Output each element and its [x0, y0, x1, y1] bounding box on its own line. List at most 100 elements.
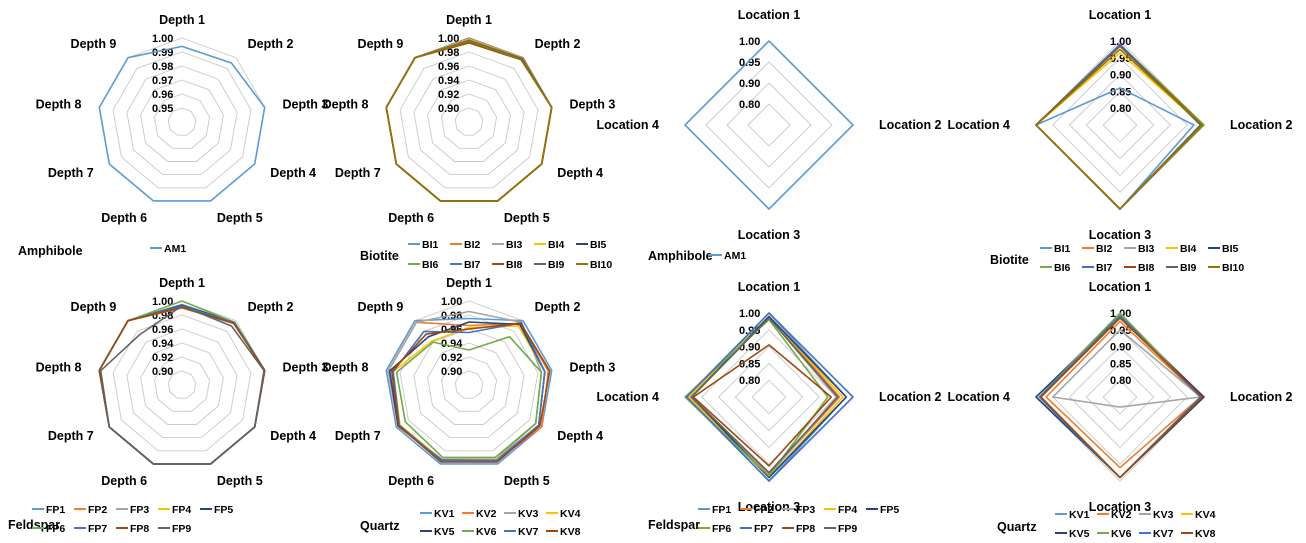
axis-label: Depth 4	[270, 166, 316, 180]
mineral-label: Feldspar	[648, 518, 700, 532]
series-line-fp8	[692, 344, 833, 467]
legend-item: AM1	[710, 250, 746, 262]
axis-label: Depth 5	[217, 474, 263, 488]
axis-label: Location 2	[879, 390, 942, 404]
tick-label: 0.85	[1110, 358, 1131, 370]
legend-item: KV3	[504, 508, 539, 520]
series-line-kv1	[385, 317, 553, 465]
axis-label: Depth 1	[446, 276, 492, 290]
legend-label: BI4	[548, 239, 565, 251]
axis-label: Depth 8	[323, 97, 369, 111]
axis-label: Depth 6	[101, 474, 147, 488]
mineral-label: Amphibole	[18, 244, 83, 258]
series-line-fp5	[690, 315, 848, 479]
legend-item: BI1	[1040, 243, 1071, 255]
legend-item: FP9	[824, 523, 857, 535]
axis-label: Location 1	[1089, 8, 1152, 22]
legend-item: BI7	[1082, 262, 1113, 274]
legend-item: BI4	[1166, 243, 1197, 255]
grid-ring	[126, 65, 238, 176]
legend-label: KV7	[1153, 528, 1174, 540]
legend-item: BI10	[1208, 262, 1244, 274]
legend-label: BI5	[1222, 243, 1239, 255]
tick-label: 0.92	[441, 352, 462, 364]
axis-label: Depth 6	[388, 474, 434, 488]
axis-label: Depth 2	[535, 300, 581, 314]
legend-label: FP8	[796, 523, 815, 535]
axis-label: Depth 8	[36, 360, 82, 374]
legend-label: BI7	[1096, 262, 1113, 274]
tick-label: 0.96	[152, 324, 173, 336]
legend-label: FP8	[130, 523, 149, 535]
legend-label: BI7	[464, 259, 481, 271]
mineral-label: Quartz	[997, 520, 1037, 534]
legend-item: KV6	[1097, 528, 1132, 540]
legend-item: BI6	[1040, 262, 1071, 274]
legend-item: KV5	[420, 526, 455, 538]
legend-label: BI10	[1222, 262, 1244, 274]
mineral-label: Biotite	[360, 249, 399, 263]
legend-item: KV6	[462, 526, 497, 538]
legend-label: FP7	[88, 523, 107, 535]
series-line-fp7	[685, 312, 854, 482]
legend-item: KV4	[546, 508, 581, 520]
tick-label: 0.95	[152, 103, 173, 115]
grid-ring	[112, 314, 252, 452]
tick-label: 0.96	[152, 89, 173, 101]
legend-label: BI6	[1054, 262, 1071, 274]
legend-item: BI1	[408, 239, 439, 251]
legend-label: BI9	[548, 259, 565, 271]
series-line-kv5	[1035, 315, 1205, 479]
axis-label: Depth 7	[48, 166, 94, 180]
legend-item: FP6	[32, 523, 65, 535]
axis-label: Depth 6	[101, 211, 147, 225]
legend-label: BI9	[1180, 262, 1197, 274]
grid-ring	[427, 79, 511, 162]
legend-label: FP3	[796, 504, 815, 516]
legend-item: KV8	[1181, 528, 1216, 540]
legend-item: FP7	[74, 523, 107, 535]
legend-item: FP1	[32, 504, 65, 516]
legend-item: BI5	[576, 239, 607, 251]
series-line-am1	[98, 45, 266, 202]
tick-label: 0.92	[152, 352, 173, 364]
legend-item: FP2	[74, 504, 107, 516]
tick-label: 0.90	[1110, 70, 1131, 82]
legend-label: KV8	[560, 526, 581, 538]
grid-ring	[1052, 57, 1188, 193]
legend-label: FP1	[712, 504, 731, 516]
grid-ring	[153, 356, 211, 412]
grid-ring	[1102, 107, 1138, 143]
axis-label: Location 1	[1089, 280, 1152, 294]
axis-label: Depth 1	[159, 13, 205, 27]
legend-item: FP5	[866, 504, 899, 516]
series-line-kv4	[1040, 315, 1202, 479]
axis-label: Depth 2	[248, 300, 294, 314]
grid-ring	[454, 107, 484, 136]
legend-label: FP6	[46, 523, 65, 535]
axis-label: Depth 1	[446, 13, 492, 27]
axis-label: Depth 9	[71, 37, 117, 51]
grid-ring	[112, 51, 252, 189]
legend-item: KV8	[546, 526, 581, 538]
grid-ring	[126, 328, 238, 439]
axis-label: Location 4	[596, 118, 659, 132]
legend-item: BI2	[450, 239, 481, 251]
legend-label: AM1	[164, 243, 186, 255]
tick-label: 0.97	[152, 75, 173, 87]
legend-item: BI5	[1208, 243, 1239, 255]
legend-item: KV3	[1139, 509, 1174, 521]
legend-item: KV2	[1097, 509, 1132, 521]
axis-label: Location 2	[1230, 118, 1293, 132]
legend-item: AM1	[150, 243, 186, 255]
axis-label: Depth 4	[557, 166, 603, 180]
series-line-kv6	[395, 335, 543, 459]
legend-label: FP3	[130, 504, 149, 516]
series-line-bi10	[385, 40, 553, 202]
legend-item: BI7	[450, 259, 481, 271]
legend-label: FP9	[838, 523, 857, 535]
legend-label: KV1	[434, 508, 455, 520]
tick-label: 1.00	[152, 33, 173, 45]
legend-label: KV3	[1153, 509, 1174, 521]
